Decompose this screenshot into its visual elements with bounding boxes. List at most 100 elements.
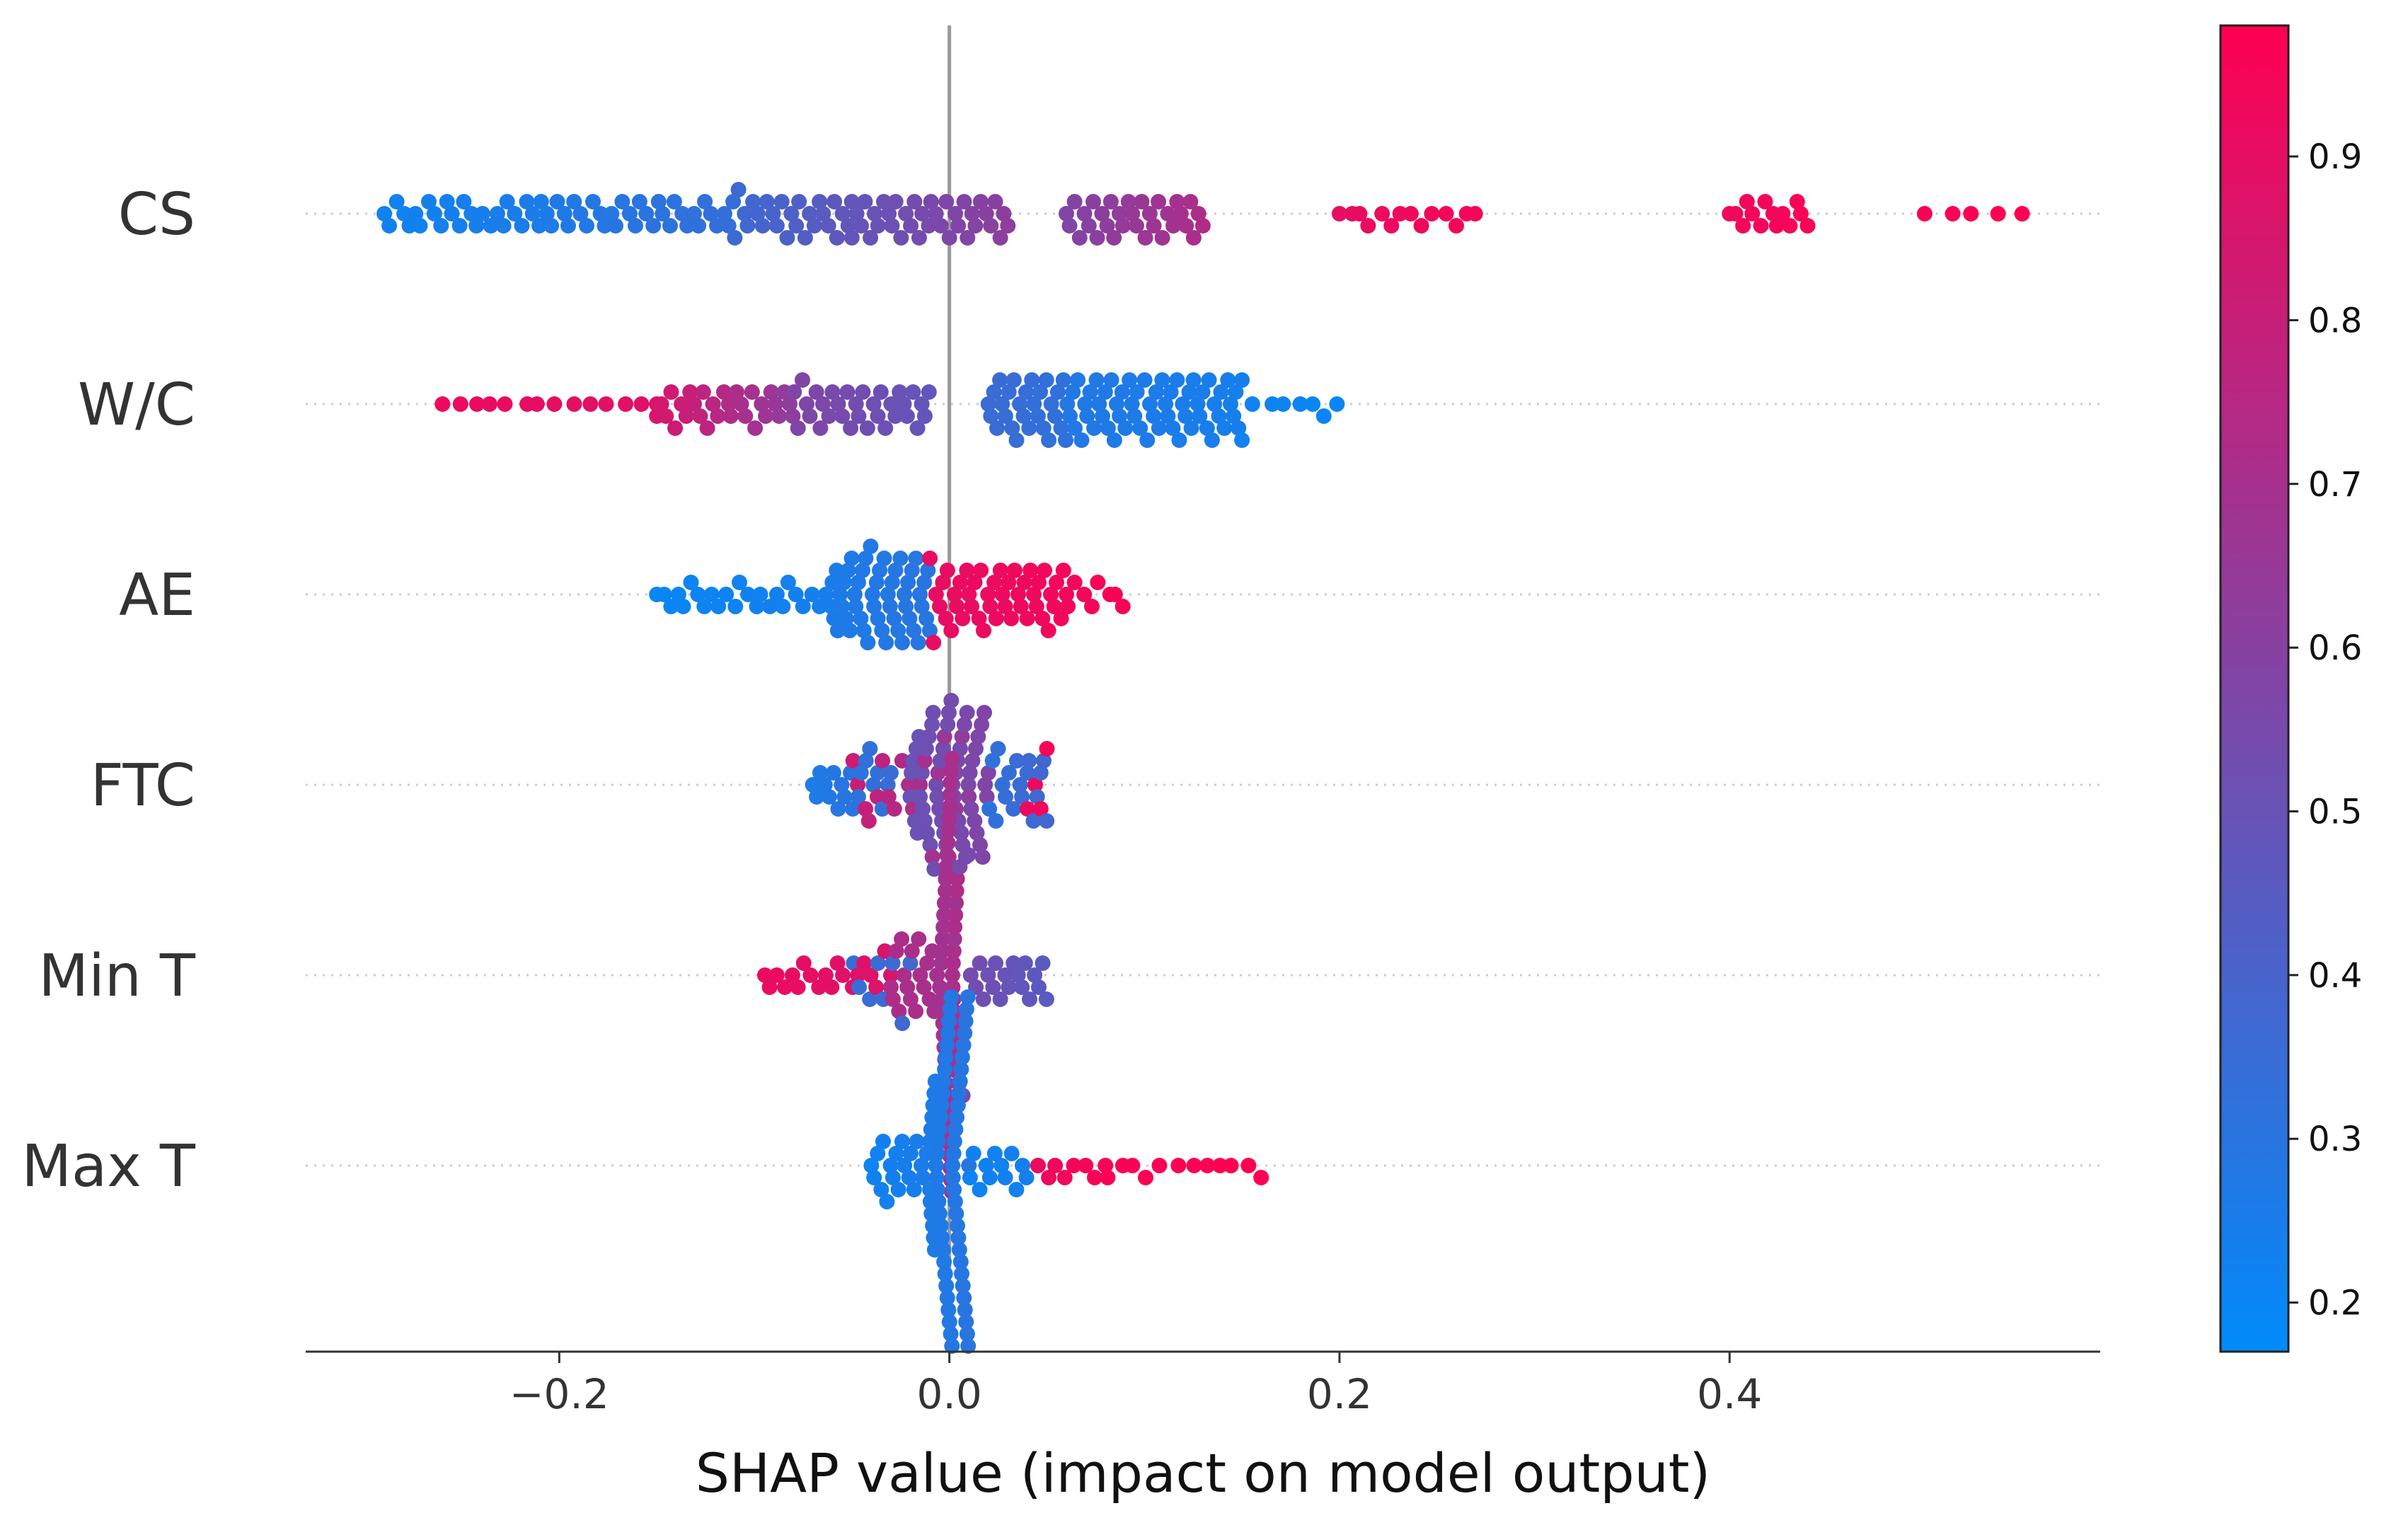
shap-point (1160, 206, 1176, 222)
shap-point (918, 611, 935, 626)
shap-point (946, 1134, 962, 1149)
shap-point (823, 599, 839, 614)
x-tick-label: −0.2 (509, 1370, 609, 1418)
shap-point (945, 1158, 961, 1173)
shap-point (890, 623, 906, 638)
shap-point (1010, 967, 1026, 983)
shap-point (915, 801, 931, 817)
shap-point (886, 611, 902, 626)
shap-point (957, 1013, 974, 1029)
shap-point (1001, 979, 1017, 995)
colorbar-tick-label: 0.8 (2308, 301, 2362, 340)
shap-point (1076, 587, 1093, 602)
shap-point (1134, 194, 1150, 209)
shap-point (691, 218, 707, 234)
shap-point (1027, 967, 1043, 983)
shap-point (650, 194, 667, 209)
shap-point (851, 408, 867, 424)
shap-point (884, 575, 900, 590)
shap-point (674, 396, 690, 412)
shap-point (1170, 1158, 1187, 1173)
shap-point (933, 1218, 949, 1233)
shap-point (1916, 206, 1932, 222)
shap-point (845, 753, 861, 769)
shap-point (921, 623, 938, 638)
shap-point (1106, 230, 1122, 246)
shap-point (950, 1230, 967, 1246)
shap-point (931, 1206, 947, 1221)
shap-point (929, 789, 945, 805)
shap-point (896, 967, 912, 983)
shap-point (758, 408, 773, 424)
shap-point (908, 551, 924, 566)
shap-point (663, 599, 679, 614)
shap-point (899, 979, 916, 995)
shap-point (376, 206, 393, 222)
shap-point (1032, 801, 1049, 817)
shap-point (856, 623, 872, 638)
shap-point (982, 599, 998, 614)
shap-point (972, 837, 988, 853)
shap-point (950, 1098, 966, 1113)
shap-point (934, 1230, 950, 1246)
shap-point (727, 599, 744, 614)
shap-point (838, 611, 854, 626)
shap-point (959, 563, 975, 578)
shap-point (1154, 372, 1170, 388)
shap-point (914, 396, 930, 412)
shap-point (381, 218, 398, 234)
shap-point (996, 206, 1012, 222)
shap-point (1228, 384, 1244, 400)
shap-point (953, 825, 969, 841)
shap-point (1114, 599, 1131, 614)
colorbar-tick-label: 0.5 (2308, 793, 2362, 832)
shap-point (976, 623, 991, 638)
shap-point (1036, 753, 1052, 769)
shap-point (710, 408, 726, 424)
shap-point (873, 1182, 889, 1197)
shap-point (922, 551, 938, 566)
shap-point (752, 587, 768, 602)
shap-point (1025, 813, 1042, 829)
shap-point (935, 919, 952, 935)
shap-point (936, 729, 952, 744)
shap-point (898, 599, 914, 614)
shap-point (832, 587, 848, 602)
shap-point (868, 979, 885, 995)
shap-point (1136, 372, 1153, 388)
shap-point (777, 979, 793, 995)
shap-point (1448, 218, 1464, 234)
shap-point (754, 396, 770, 412)
shap-point (855, 563, 870, 578)
shap-point (887, 563, 904, 578)
shap-point (875, 1134, 891, 1149)
shap-point (817, 777, 833, 793)
shap-point (543, 218, 560, 234)
shap-point (896, 396, 912, 412)
shap-point (716, 206, 732, 222)
shap-point (2014, 206, 2030, 222)
shap-point (683, 575, 699, 590)
shap-point (826, 611, 842, 626)
shap-point (1127, 408, 1143, 424)
shap-point (821, 789, 837, 805)
shap-point (921, 991, 938, 1007)
shap-point (1089, 230, 1105, 246)
shap-point (566, 396, 582, 412)
shap-point (921, 384, 937, 400)
shap-point (1190, 206, 1206, 222)
shap-point (858, 551, 874, 566)
shap-point (866, 1170, 882, 1185)
shap-point (802, 408, 818, 424)
shap-point (863, 539, 879, 554)
shap-point (549, 194, 565, 209)
shap-point (921, 218, 937, 234)
shap-point (848, 206, 865, 222)
shap-point (1275, 396, 1291, 412)
shap-point (989, 420, 1005, 436)
shap-point (994, 777, 1010, 793)
shap-point (939, 563, 955, 578)
shap-point (744, 384, 760, 400)
shap-point (980, 967, 996, 983)
